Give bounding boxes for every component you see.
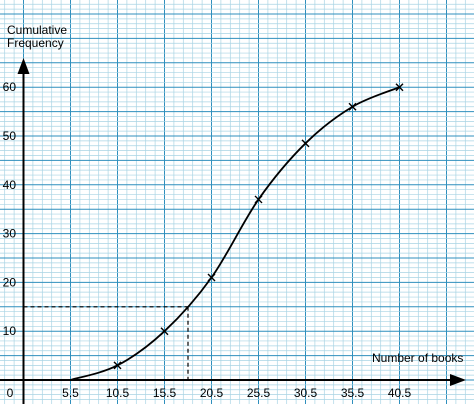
- x-tick-label: 35.5: [341, 386, 365, 400]
- marker-stroke: [348, 102, 357, 111]
- y-tick-label: 20: [3, 275, 17, 289]
- data-point-marker: [207, 273, 216, 282]
- marker-stroke: [113, 361, 122, 370]
- origin-label: 0: [7, 386, 14, 400]
- y-axis-title-line1: Cumulative: [7, 23, 67, 37]
- x-tick-label: 20.5: [200, 386, 224, 400]
- x-axis-arrow: [450, 374, 466, 386]
- data-point-marker: [395, 83, 404, 92]
- reading-guide: [23, 306, 189, 380]
- x-tick-label: 10.5: [106, 386, 130, 400]
- data-point-marker: [160, 327, 169, 336]
- x-tick-label: 30.5: [294, 386, 318, 400]
- x-tick-label: 5.5: [62, 386, 79, 400]
- y-tick-label: 40: [3, 178, 17, 192]
- x-axis-title: Number of books: [372, 351, 463, 365]
- y-axis-arrow: [17, 58, 30, 74]
- marker-stroke: [254, 195, 263, 204]
- y-tick-label: 10: [3, 324, 17, 338]
- x-tick-label: 25.5: [247, 386, 271, 400]
- marker-stroke: [395, 83, 404, 92]
- y-axis-title-line2: Frequency: [7, 36, 64, 50]
- data-point-marker: [113, 361, 122, 370]
- marker-stroke: [160, 327, 169, 336]
- series-layer: [70, 83, 404, 381]
- x-tick-label: 15.5: [153, 386, 177, 400]
- data-point-marker: [348, 102, 357, 111]
- data-point-marker: [254, 195, 263, 204]
- x-tick-label: 40.5: [388, 386, 412, 400]
- cumulative-curve: [70, 86, 400, 381]
- y-tick-label: 60: [3, 80, 17, 94]
- y-tick-label: 50: [3, 129, 17, 143]
- axes: [0, 58, 466, 404]
- y-tick-label: 30: [3, 227, 17, 241]
- marker-stroke: [207, 273, 216, 282]
- data-point-marker: [301, 139, 310, 148]
- tick-labels: 5.5 10.5 15.5 20.5 25.5 30.5 35.5 40.5 10 20 30 40 5…: [3, 80, 412, 400]
- marker-stroke: [301, 139, 310, 148]
